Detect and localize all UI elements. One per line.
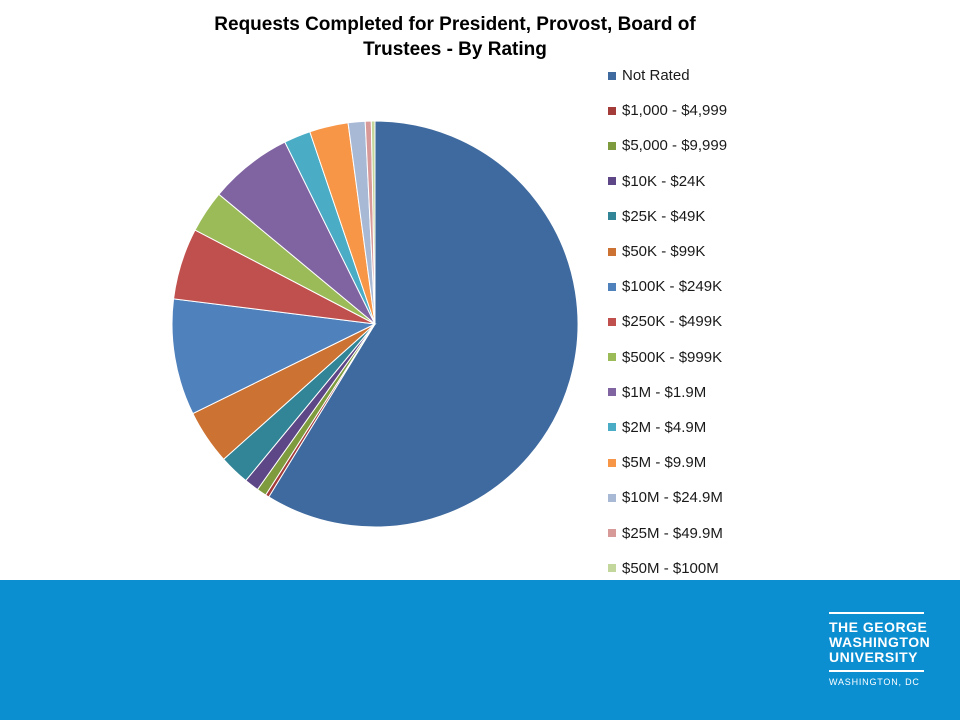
legend-swatch bbox=[608, 529, 616, 538]
legend-swatch bbox=[608, 141, 616, 150]
legend-item: $50K - $99K bbox=[608, 234, 727, 269]
legend-item: Not Rated bbox=[608, 58, 727, 93]
pie-slice-0 bbox=[268, 120, 579, 528]
legend-item: $250K - $499K bbox=[608, 304, 727, 339]
legend-label: $50K - $99K bbox=[622, 243, 706, 261]
legend-label: $25K - $49K bbox=[622, 207, 706, 225]
legend-item: $500K - $999K bbox=[608, 340, 727, 375]
legend-label: Not Rated bbox=[622, 67, 690, 85]
legend-label: $10M - $24.9M bbox=[622, 489, 723, 507]
pie-chart bbox=[171, 120, 579, 528]
legend-item: $10K - $24K bbox=[608, 164, 727, 199]
legend-swatch bbox=[608, 212, 616, 221]
legend-label: $2M - $4.9M bbox=[622, 418, 707, 436]
legend-swatch bbox=[608, 458, 616, 467]
legend-label: $50M - $100M bbox=[622, 559, 719, 577]
legend-item: $10M - $24.9M bbox=[608, 480, 727, 515]
legend-item: $25K - $49K bbox=[608, 199, 727, 234]
legend-item: $50M - $100M bbox=[608, 551, 727, 586]
legend-swatch bbox=[608, 71, 616, 80]
legend-swatch bbox=[608, 423, 616, 432]
legend-label: $250K - $499K bbox=[622, 313, 723, 331]
logo-line-2: WASHINGTON bbox=[829, 634, 931, 650]
logo-line-1: THE GEORGE bbox=[829, 619, 928, 635]
legend-item: $1,000 - $4,999 bbox=[608, 93, 727, 128]
legend-label: $5,000 - $9,999 bbox=[622, 137, 728, 155]
logo-bottom-rule bbox=[829, 670, 924, 672]
legend-label: $500K - $999K bbox=[622, 348, 723, 366]
legend-item: $1M - $1.9M bbox=[608, 375, 727, 410]
legend-swatch bbox=[608, 317, 616, 326]
legend-swatch bbox=[608, 247, 616, 256]
legend-label: $25M - $49.9M bbox=[622, 524, 723, 542]
legend-label: $100K - $249K bbox=[622, 278, 723, 296]
legend-label: $1M - $1.9M bbox=[622, 383, 707, 401]
chart-legend: Not Rated $1,000 - $4,999 $5,000 - $9,999 $… bbox=[608, 58, 727, 586]
university-logo: THE GEORGE WASHINGTON UNIVERSITY WASHING… bbox=[829, 612, 930, 687]
logo-top-rule bbox=[829, 612, 924, 614]
legend-label: $10K - $24K bbox=[622, 172, 706, 190]
legend-swatch bbox=[608, 106, 616, 115]
legend-item: $5M - $9.9M bbox=[608, 445, 727, 480]
legend-swatch bbox=[608, 177, 616, 186]
legend-label: $5M - $9.9M bbox=[622, 454, 707, 472]
pie-slice-14 bbox=[370, 120, 376, 325]
legend-swatch bbox=[608, 282, 616, 291]
legend-swatch bbox=[608, 353, 616, 362]
legend-swatch bbox=[608, 388, 616, 397]
legend-item: $25M - $49.9M bbox=[608, 515, 727, 550]
logo-location: WASHINGTON, DC bbox=[829, 677, 920, 687]
logo-name: THE GEORGE WASHINGTON UNIVERSITY bbox=[829, 614, 930, 670]
legend-swatch bbox=[608, 564, 616, 573]
legend-item: $2M - $4.9M bbox=[608, 410, 727, 445]
chart-title: Requests Completed for President, Provos… bbox=[214, 14, 696, 60]
pie-slice-6 bbox=[171, 298, 377, 415]
logo-line-3: UNIVERSITY bbox=[829, 649, 919, 665]
legend-swatch bbox=[608, 493, 616, 502]
legend-item: $100K - $249K bbox=[608, 269, 727, 304]
legend-label: $1,000 - $4,999 bbox=[622, 102, 728, 120]
legend-item: $5,000 - $9,999 bbox=[608, 128, 727, 163]
footer-band: THE GEORGE WASHINGTON UNIVERSITY WASHING… bbox=[0, 580, 960, 720]
